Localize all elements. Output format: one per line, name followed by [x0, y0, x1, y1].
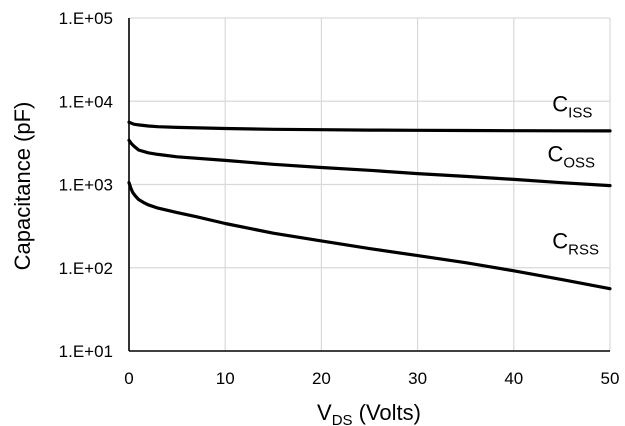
x-tick-label: 30: [408, 369, 427, 388]
y-tick-label: 1.E+02: [59, 259, 113, 278]
tick-labels: 0 10 20 30 40 50 1.E+01 1.E+02 1.E+03 1.E+04 1.E+0…: [59, 9, 620, 388]
series-line-oss: [127, 138, 612, 188]
x-tick-label: 40: [504, 369, 523, 388]
x-axis-title: VDS (Volts): [317, 400, 421, 426]
y-tick-label: 1.E+04: [59, 92, 113, 111]
series-label-iss: CISS: [552, 92, 592, 122]
x-tick-label: 10: [216, 369, 235, 388]
y-tick-label: 1.E+01: [59, 342, 113, 361]
y-tick-label: 1.E+05: [59, 9, 113, 28]
series-label-oss: COSS: [547, 141, 595, 171]
series-labels: CISS COSS CRSS: [547, 92, 599, 259]
x-tick-label: 20: [312, 369, 331, 388]
y-axis-title: Capacitance (pF): [10, 102, 35, 271]
y-tick-label: 1.E+03: [59, 176, 113, 195]
series-line-iss: [127, 120, 612, 133]
x-tick-label: 50: [601, 369, 620, 388]
series-line-rss: [127, 181, 612, 291]
series-label-rss: CRSS: [552, 229, 599, 259]
series-group: [127, 120, 612, 291]
x-tick-label: 0: [124, 369, 133, 388]
